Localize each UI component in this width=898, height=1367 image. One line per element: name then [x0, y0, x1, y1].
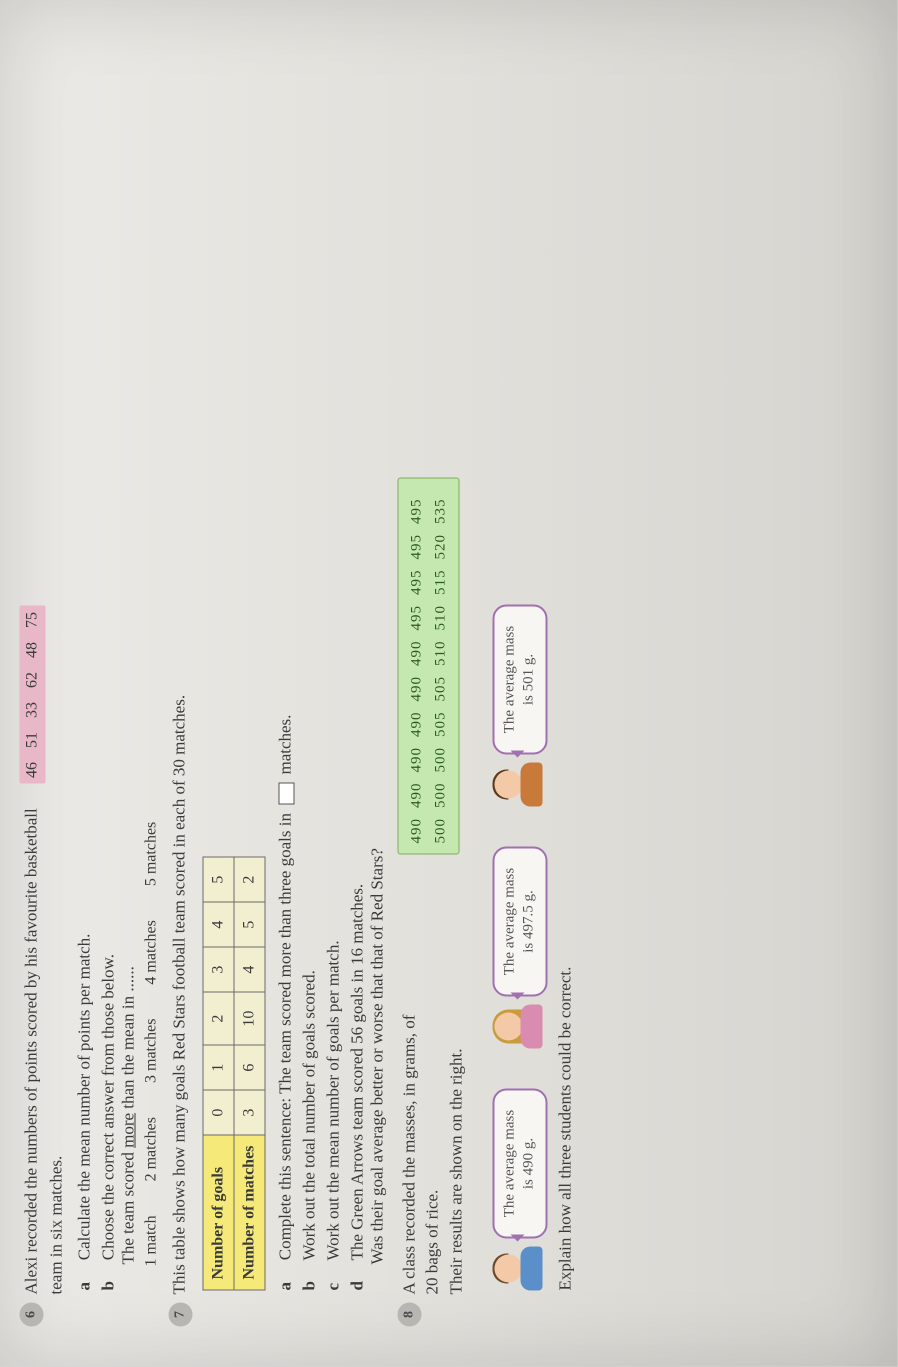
q8-text: A class recorded the masses, in grams, o… [397, 875, 468, 1295]
q7-m-0: 3 [234, 1090, 265, 1135]
q6-number: 6 [20, 1303, 44, 1327]
q6-a-label: a [74, 1275, 94, 1291]
q6-b: b Choose the correct answer from those b… [98, 40, 138, 1291]
q7-hd-matches: Number of matches [234, 1135, 265, 1290]
q7-table: Number of goals 0 1 2 3 4 5 Number of ma… [202, 857, 265, 1291]
q7-intro: This table shows how many goals Red Star… [168, 40, 191, 1295]
q6-opt-3: 4 matches [142, 920, 159, 984]
avatar-boy-icon [492, 1247, 542, 1291]
q8-avatars: The average mass is 490 g. The average m… [492, 40, 547, 1291]
q7-number: 7 [168, 1303, 192, 1327]
avatar-boy2-icon [492, 763, 542, 807]
q6-opt-0: 1 match [142, 1215, 159, 1266]
q7-g-0: 0 [203, 1090, 234, 1135]
q7-a: a Complete this sentence: The team score… [275, 40, 295, 1291]
q6-pt-1: 51 [22, 732, 44, 748]
q7-hd-goals: Number of goals [203, 1135, 234, 1290]
q7-g-5: 5 [203, 857, 234, 902]
q7-a-blank-box [278, 783, 294, 805]
q8-rice-data: 490490490490490490495495495495 500500500… [397, 478, 459, 855]
q7-c-text: Work out the mean number of goals per ma… [323, 940, 342, 1260]
q8-student-3: The average mass is 501 g. [492, 605, 547, 807]
q7-m-4: 5 [234, 902, 265, 947]
q7-d-text-l1: The Green Arrows team scored 56 goals in… [347, 884, 366, 1261]
q7-g-3: 3 [203, 947, 234, 992]
q7-d: d The Green Arrows team scored 56 goals … [347, 40, 387, 1291]
q7-row-matches: Number of matches 3 6 10 4 5 2 [234, 857, 265, 1290]
q8-bubble-1: The average mass is 490 g. [492, 1089, 547, 1239]
q6-b-label: b [98, 1275, 118, 1291]
q7-m-1: 6 [234, 1045, 265, 1090]
q8-number: 8 [397, 1303, 421, 1327]
q6-b-text-l1: Choose the correct answer from those bel… [98, 954, 117, 1260]
q6-opt-4: 5 matches [142, 822, 159, 886]
q8-final: Explain how all three students could be … [555, 40, 575, 1291]
q7-m-2: 10 [234, 992, 265, 1045]
q6-pt-4: 48 [22, 642, 44, 658]
q7-c: c Work out the mean number of goals per … [323, 40, 343, 1291]
q7-m-3: 4 [234, 947, 265, 992]
q6-pt-5: 75 [22, 612, 44, 628]
q8-student-2: The average mass is 497.5 g. [492, 847, 547, 1049]
q7-b: b Work out the total number of goals sco… [299, 40, 319, 1291]
q8-rice-row2: 500500500505505510510515520535 [428, 489, 452, 844]
q7-g-4: 4 [203, 902, 234, 947]
q6-pt-2: 33 [22, 702, 44, 718]
q6-intro: Alexi recorded the numbers of points sco… [20, 40, 69, 1295]
q6-options: 1 match 2 matches 3 matches 4 matches 5 … [142, 40, 160, 1267]
q7-d-text-l2: Was their goal average better or worse t… [367, 848, 386, 1264]
q8-text-l3: Their results are shown on the right. [447, 1049, 466, 1295]
q7-a-label: a [275, 1275, 295, 1291]
q8-bubble-3: The average mass is 501 g. [492, 605, 547, 755]
q8-rice-row1: 490490490490490490495495495495 [404, 489, 428, 844]
q6-a: a Calculate the mean number of points pe… [74, 40, 94, 1291]
q6-points-strip: 46 51 33 62 48 75 [20, 606, 46, 784]
q6-pt-3: 62 [22, 672, 44, 688]
q8-bubble-2: The average mass is 497.5 g. [492, 847, 547, 997]
q7-row-goals: Number of goals 0 1 2 3 4 5 [203, 857, 234, 1290]
q7-b-text: Work out the total number of goals score… [299, 970, 318, 1260]
q7-c-label: c [323, 1275, 343, 1291]
q8-text-l1: A class recorded the masses, in grams, o… [399, 1015, 418, 1295]
q6-opt-2: 3 matches [142, 1019, 159, 1083]
q6-pt-0: 46 [22, 762, 44, 778]
q7-d-label: d [347, 1275, 367, 1291]
q8-text-l2: 20 bags of rice. [423, 1190, 442, 1295]
q6-opt-1: 2 matches [142, 1117, 159, 1181]
q6-b-text-l2: The team scored more than the mean in ..… [118, 966, 137, 1264]
q7-b-label: b [299, 1275, 319, 1291]
q7-g-2: 2 [203, 992, 234, 1045]
q7-a-pre: Complete this sentence: The team scored … [275, 809, 294, 1260]
avatar-girl-icon [492, 1005, 542, 1049]
q7-g-1: 1 [203, 1045, 234, 1090]
q6-a-text: Calculate the mean number of points per … [74, 934, 93, 1261]
q6-intro-line1: Alexi recorded the numbers of points sco… [22, 808, 41, 1294]
q8-student-1: The average mass is 490 g. [492, 1089, 547, 1291]
q6-intro-line2: team in six matches. [46, 1156, 65, 1295]
q7-a-post: matches. [275, 715, 294, 779]
q7-m-5: 2 [234, 857, 265, 902]
